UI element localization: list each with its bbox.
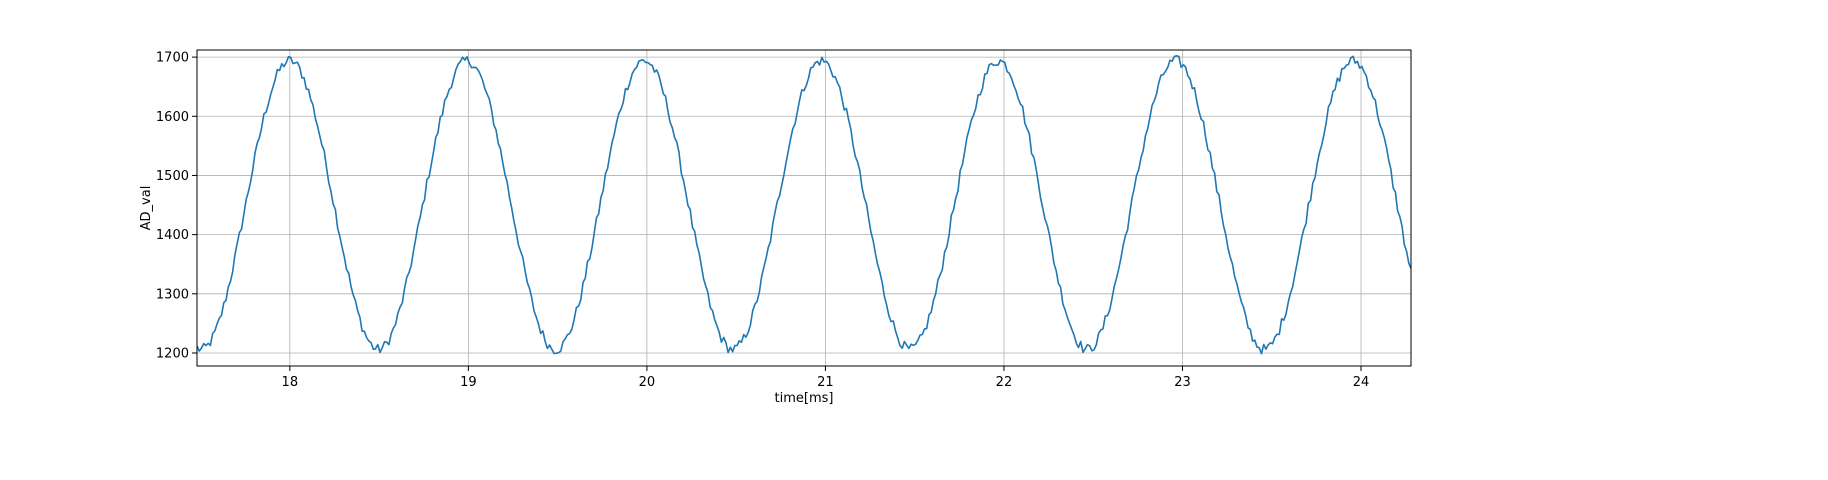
y-tick-label: 1500 bbox=[156, 169, 189, 184]
y-axis-ticks: 1200 1300 1400 1500 1600 1700 bbox=[156, 51, 197, 361]
series-line bbox=[196, 55, 1412, 355]
x-tick-label: 21 bbox=[817, 375, 834, 390]
x-axis-ticks: 18 19 20 21 22 23 24 bbox=[282, 366, 1370, 390]
x-tick-label: 19 bbox=[460, 375, 477, 390]
x-tick-label: 24 bbox=[1353, 375, 1370, 390]
plot-frame bbox=[196, 49, 1412, 367]
y-tick-label: 1400 bbox=[156, 228, 189, 243]
series-group bbox=[196, 55, 1412, 355]
x-tick-label: 23 bbox=[1174, 375, 1191, 390]
grid bbox=[197, 50, 1411, 366]
y-axis-label: AD_val bbox=[139, 186, 154, 231]
x-tick-label: 22 bbox=[996, 375, 1013, 390]
y-tick-label: 1700 bbox=[156, 51, 189, 66]
y-tick-label: 1200 bbox=[156, 346, 189, 361]
x-tick-label: 20 bbox=[639, 375, 656, 390]
x-axis-label: time[ms] bbox=[775, 391, 834, 406]
x-tick-label: 18 bbox=[282, 375, 299, 390]
y-tick-label: 1300 bbox=[156, 287, 189, 302]
y-tick-label: 1600 bbox=[156, 110, 189, 125]
